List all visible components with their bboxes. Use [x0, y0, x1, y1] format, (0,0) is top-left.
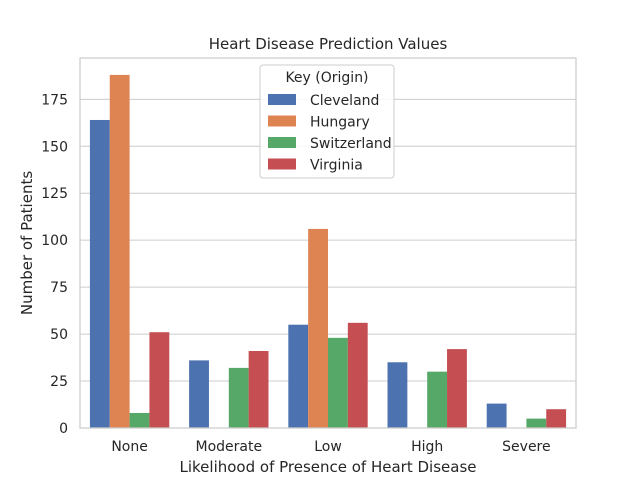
plot-frame — [79, 57, 577, 429]
x-tick-label: Moderate — [196, 439, 263, 455]
bar-none-hungary — [109, 74, 130, 428]
bar-low-cleveland — [288, 324, 309, 428]
legend-box — [259, 64, 395, 179]
bar-high-cleveland — [387, 362, 408, 428]
y-tick-labels: 0 25 50 75 100 125 150 175 — [41, 92, 68, 437]
y-tick-label: 175 — [41, 92, 68, 108]
x-tick-label: Low — [314, 439, 342, 455]
legend-title: Key (Origin) — [285, 70, 368, 86]
bar-severe-switzerland — [526, 418, 547, 428]
legend: Key (Origin) Cleveland Hungary Switzerland… — [259, 64, 395, 179]
bar-moderate-virginia — [248, 350, 269, 428]
bar-low-virginia — [347, 322, 368, 428]
y-axis-label: Number of Patients — [18, 171, 36, 315]
legend-swatch — [268, 137, 296, 148]
y-tick-label: 75 — [50, 280, 68, 296]
bar-high-virginia — [447, 349, 467, 428]
bars-group — [89, 74, 567, 428]
legend-label: Switzerland — [310, 136, 392, 152]
bar-high-switzerland — [427, 371, 448, 428]
legend-label: Virginia — [310, 158, 363, 174]
y-tick-label: 125 — [41, 186, 68, 202]
legend-items: Cleveland Hungary Switzerland Virginia — [268, 93, 392, 174]
legend-swatch — [268, 115, 296, 127]
legend-label: Hungary — [310, 115, 370, 131]
y-tick-label: 150 — [41, 139, 68, 155]
legend-swatch — [268, 158, 296, 170]
bar-none-virginia — [149, 332, 170, 428]
bar-severe-virginia — [546, 409, 567, 428]
legend-swatch — [268, 94, 296, 105]
x-tick-labels: None Moderate Low High Severe — [111, 439, 550, 455]
y-tick-label: 0 — [59, 421, 68, 437]
x-axis-label: Likelihood of Presence of Heart Disease — [180, 458, 477, 476]
y-tick-label: 50 — [50, 327, 68, 343]
bar-low-hungary — [308, 228, 328, 428]
bar-none-switzerland — [129, 412, 150, 428]
x-tick-label: High — [411, 439, 443, 455]
bar-moderate-cleveland — [189, 360, 209, 428]
legend-label: Cleveland — [310, 93, 379, 109]
bar-moderate-switzerland — [228, 367, 249, 428]
chart-title: Heart Disease Prediction Values — [209, 35, 448, 53]
x-tick-label: None — [111, 439, 148, 455]
bar-low-switzerland — [328, 337, 348, 428]
y-tick-label: 100 — [41, 233, 68, 249]
y-tick-label: 25 — [50, 374, 68, 390]
x-tick-label: Severe — [502, 439, 550, 455]
bar-severe-cleveland — [486, 403, 507, 428]
bar-none-cleveland — [89, 119, 110, 428]
